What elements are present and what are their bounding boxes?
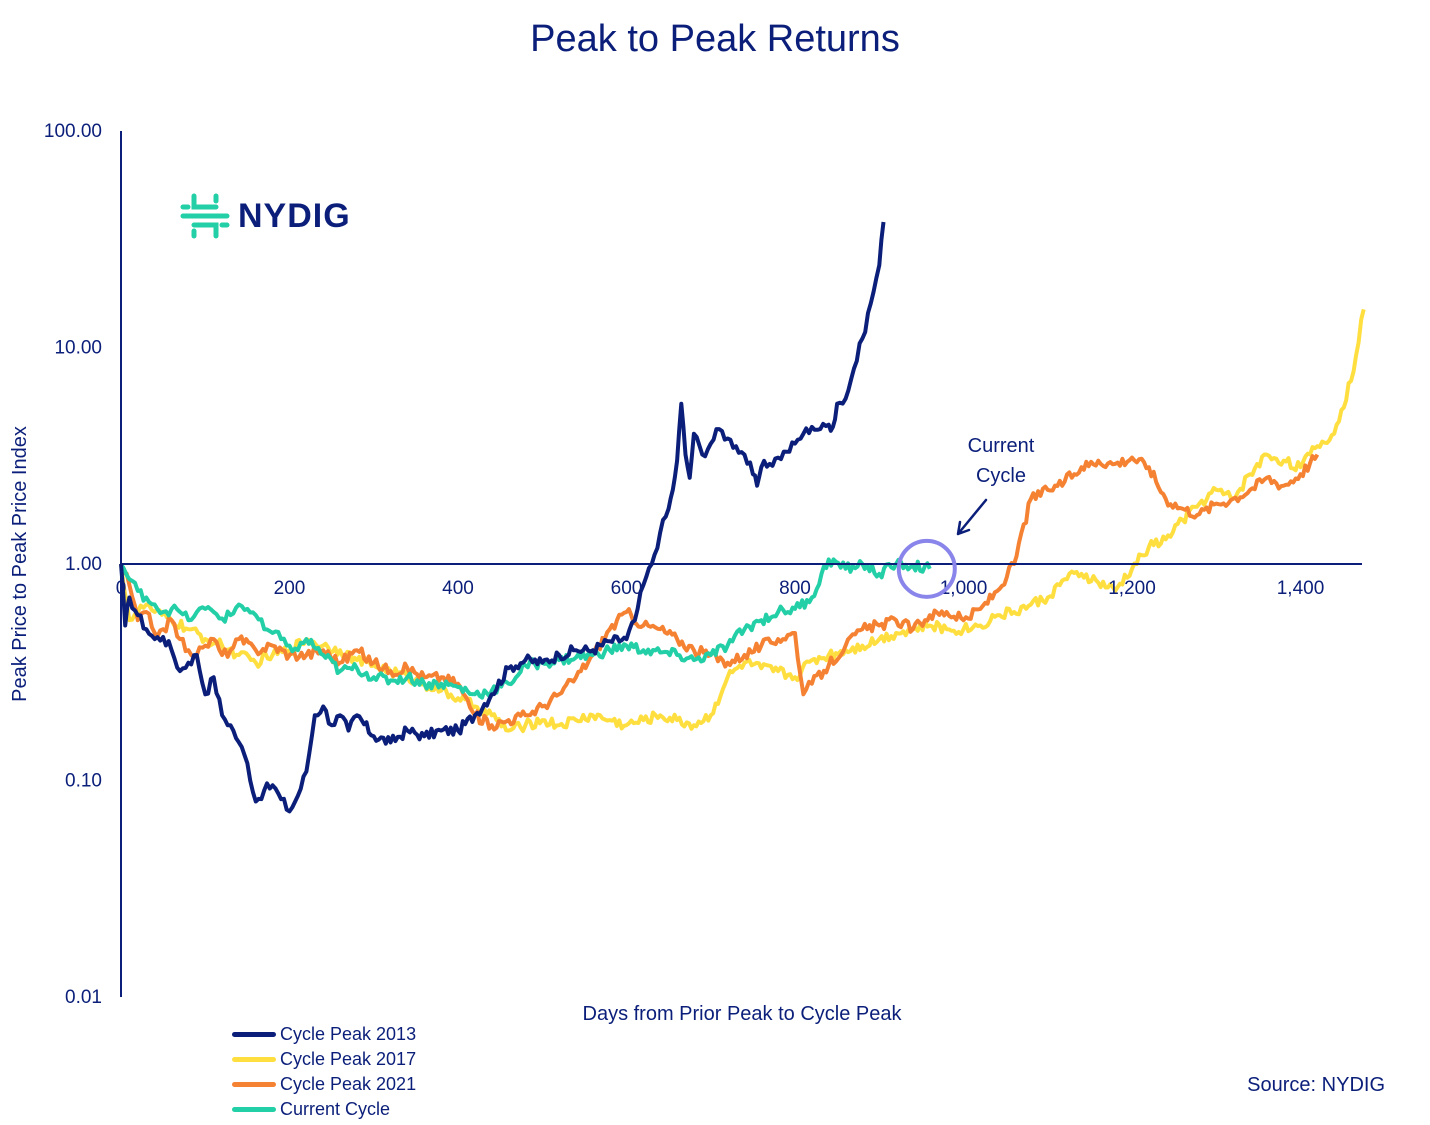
legend-swatch xyxy=(232,1082,276,1087)
x-tick-label: 0 xyxy=(116,578,127,599)
x-axis-title: Days from Prior Peak to Cycle Peak xyxy=(583,1003,903,1025)
source-note: Source: NYDIG xyxy=(1247,1074,1385,1096)
current-cycle-highlight-circle xyxy=(896,538,957,599)
x-tick-label: 1,400 xyxy=(1277,578,1325,599)
legend-item: Current Cycle xyxy=(232,1097,416,1122)
legend-swatch xyxy=(232,1107,276,1112)
axis-layer xyxy=(120,131,1362,997)
series-layer xyxy=(119,221,1366,814)
x-tick-label: 1,200 xyxy=(1108,578,1156,599)
legend-item: Cycle Peak 2017 xyxy=(232,1047,416,1072)
y-tick-label: 10.00 xyxy=(54,338,102,359)
annotation-arrow-icon xyxy=(956,498,988,536)
y-axis-title: Peak Price to Peak Price Index xyxy=(9,426,31,702)
nydig-mark-icon xyxy=(180,193,230,239)
legend-swatch xyxy=(232,1032,276,1037)
legend-label: Cycle Peak 2013 xyxy=(280,1024,417,1044)
legend-label: Current Cycle xyxy=(280,1099,391,1119)
legend-item: Cycle Peak 2021 xyxy=(232,1072,416,1097)
x-tick-label: 800 xyxy=(779,578,811,599)
x-tick-label: 600 xyxy=(611,578,643,599)
series-line-cycle-peak-2017 xyxy=(119,308,1366,734)
series-line-cycle-peak-2021 xyxy=(119,453,1320,732)
series-line-cycle-peak-2013 xyxy=(119,221,886,814)
y-tick-label: 1.00 xyxy=(65,554,102,575)
annotation-label: Current xyxy=(968,435,1035,457)
y-tick-label: 0.10 xyxy=(65,771,102,792)
legend-label: Cycle Peak 2021 xyxy=(280,1074,417,1094)
y-tick-label: 0.01 xyxy=(65,987,102,1008)
annotation-label: Cycle xyxy=(976,465,1026,487)
legend-label: Cycle Peak 2017 xyxy=(280,1049,417,1069)
legend-swatch xyxy=(232,1057,276,1062)
annotation-layer: Current Cycle xyxy=(896,435,1035,599)
x-tick-label: 400 xyxy=(442,578,474,599)
logo-text: NYDIG xyxy=(238,196,351,235)
nydig-logo: NYDIG xyxy=(180,193,351,239)
legend: Cycle Peak 2013 Cycle Peak 2017 Cycle Peak… xyxy=(232,1022,416,1122)
legend-item: Cycle Peak 2013 xyxy=(232,1022,416,1047)
chart-title: Peak to Peak Returns xyxy=(530,18,900,60)
x-tick-label: 200 xyxy=(274,578,306,599)
y-tick-label: 100.00 xyxy=(44,121,102,142)
tick-layer: 0 200 400 600 800 1,000 1,200 1,400100.0010.001… xyxy=(44,121,1324,1008)
